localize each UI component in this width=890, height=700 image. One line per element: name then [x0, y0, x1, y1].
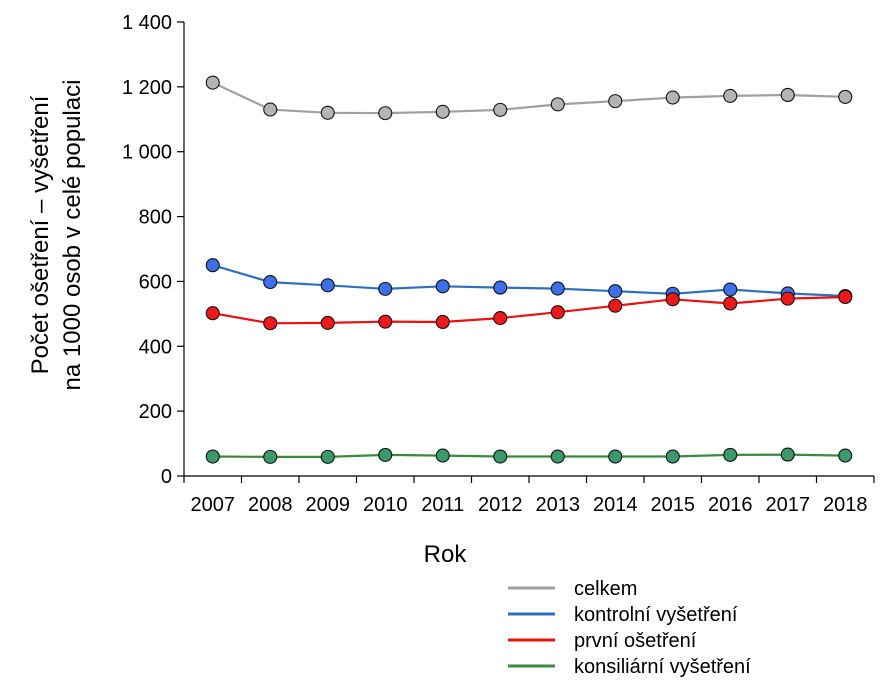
y-tick-label: 1 000	[122, 142, 172, 164]
series-1	[206, 259, 852, 303]
legend-entry: první ošetření	[508, 630, 697, 652]
axes: 0 200 400 600 800 1 000 1 200 1 400 2007 2008 2009…	[122, 12, 874, 516]
y-tick-label: 200	[139, 401, 172, 423]
legend-label: první ošetření	[574, 630, 697, 652]
y-axis-title-line-1: Počet ošetření – vyšetření	[27, 95, 54, 374]
data-point	[666, 450, 679, 463]
x-tick-label: 2013	[536, 494, 581, 516]
data-point	[494, 312, 507, 325]
legend-entry: konsiliární vyšetření	[508, 656, 751, 678]
data-point	[551, 282, 564, 295]
data-point	[724, 89, 737, 102]
data-point	[724, 283, 737, 296]
data-point	[264, 276, 277, 289]
data-point	[609, 450, 622, 463]
data-point	[264, 103, 277, 116]
data-point	[379, 107, 392, 120]
data-point	[264, 317, 277, 330]
data-point	[781, 448, 794, 461]
data-point	[206, 259, 219, 272]
plot-area	[206, 76, 852, 463]
data-point	[609, 285, 622, 298]
x-tick-label: 2007	[191, 494, 236, 516]
series-line	[213, 265, 846, 296]
legend-label: celkem	[574, 578, 637, 600]
legend-label: konsiliární vyšetření	[574, 656, 751, 678]
y-tick-label: 0	[161, 466, 172, 488]
data-point	[436, 449, 449, 462]
data-point	[839, 449, 852, 462]
data-point	[436, 105, 449, 118]
y-axis-title-line-2: na 1000 osob v celé populaci	[59, 80, 86, 391]
x-tick-label: 2018	[823, 494, 868, 516]
data-point	[724, 297, 737, 310]
data-point	[436, 315, 449, 328]
y-tick-label: 600	[139, 271, 172, 293]
x-tick-label: 2015	[651, 494, 696, 516]
data-point	[609, 95, 622, 108]
data-point	[781, 88, 794, 101]
series-0	[206, 76, 852, 119]
series-line	[213, 455, 846, 457]
data-point	[379, 315, 392, 328]
y-axis-title: Počet ošetření – vyšetření na 1000 osob …	[27, 80, 86, 391]
data-point	[666, 91, 679, 104]
data-point	[264, 450, 277, 463]
legend: celkem kontrolní vyšetření první ošetření k…	[508, 578, 751, 678]
y-tick-label: 800	[139, 207, 172, 229]
series-line	[213, 297, 846, 323]
data-point	[781, 292, 794, 305]
data-point	[494, 450, 507, 463]
data-point	[494, 281, 507, 294]
x-axis-title: Rok	[424, 541, 468, 568]
legend-entry: kontrolní vyšetření	[508, 604, 738, 626]
y-tick-label: 400	[139, 336, 172, 358]
y-tick-label: 1 200	[122, 77, 172, 99]
data-point	[839, 290, 852, 303]
data-point	[551, 98, 564, 111]
x-tick-label: 2014	[593, 494, 638, 516]
legend-entry: celkem	[508, 578, 637, 600]
data-point	[494, 103, 507, 116]
x-tick-label: 2010	[363, 494, 408, 516]
x-tick-label: 2008	[248, 494, 293, 516]
series-line	[213, 83, 846, 114]
data-point	[379, 448, 392, 461]
series-2	[206, 290, 852, 329]
series-3	[206, 448, 852, 463]
legend-label: kontrolní vyšetření	[574, 604, 738, 626]
data-point	[724, 448, 737, 461]
x-tick-label: 2017	[766, 494, 811, 516]
data-point	[321, 279, 334, 292]
data-point	[206, 76, 219, 89]
data-point	[321, 316, 334, 329]
data-point	[551, 306, 564, 319]
data-point	[551, 450, 564, 463]
x-tick-label: 2012	[478, 494, 523, 516]
data-point	[379, 282, 392, 295]
x-tick-label: 2009	[306, 494, 351, 516]
y-tick-label: 1 400	[122, 12, 172, 34]
x-tick-label: 2016	[708, 494, 753, 516]
data-point	[436, 280, 449, 293]
data-point	[666, 293, 679, 306]
data-point	[839, 90, 852, 103]
data-point	[609, 299, 622, 312]
x-tick-label: 2011	[421, 494, 464, 516]
data-point	[321, 106, 334, 119]
data-point	[206, 450, 219, 463]
data-point	[321, 450, 334, 463]
data-point	[206, 307, 219, 320]
